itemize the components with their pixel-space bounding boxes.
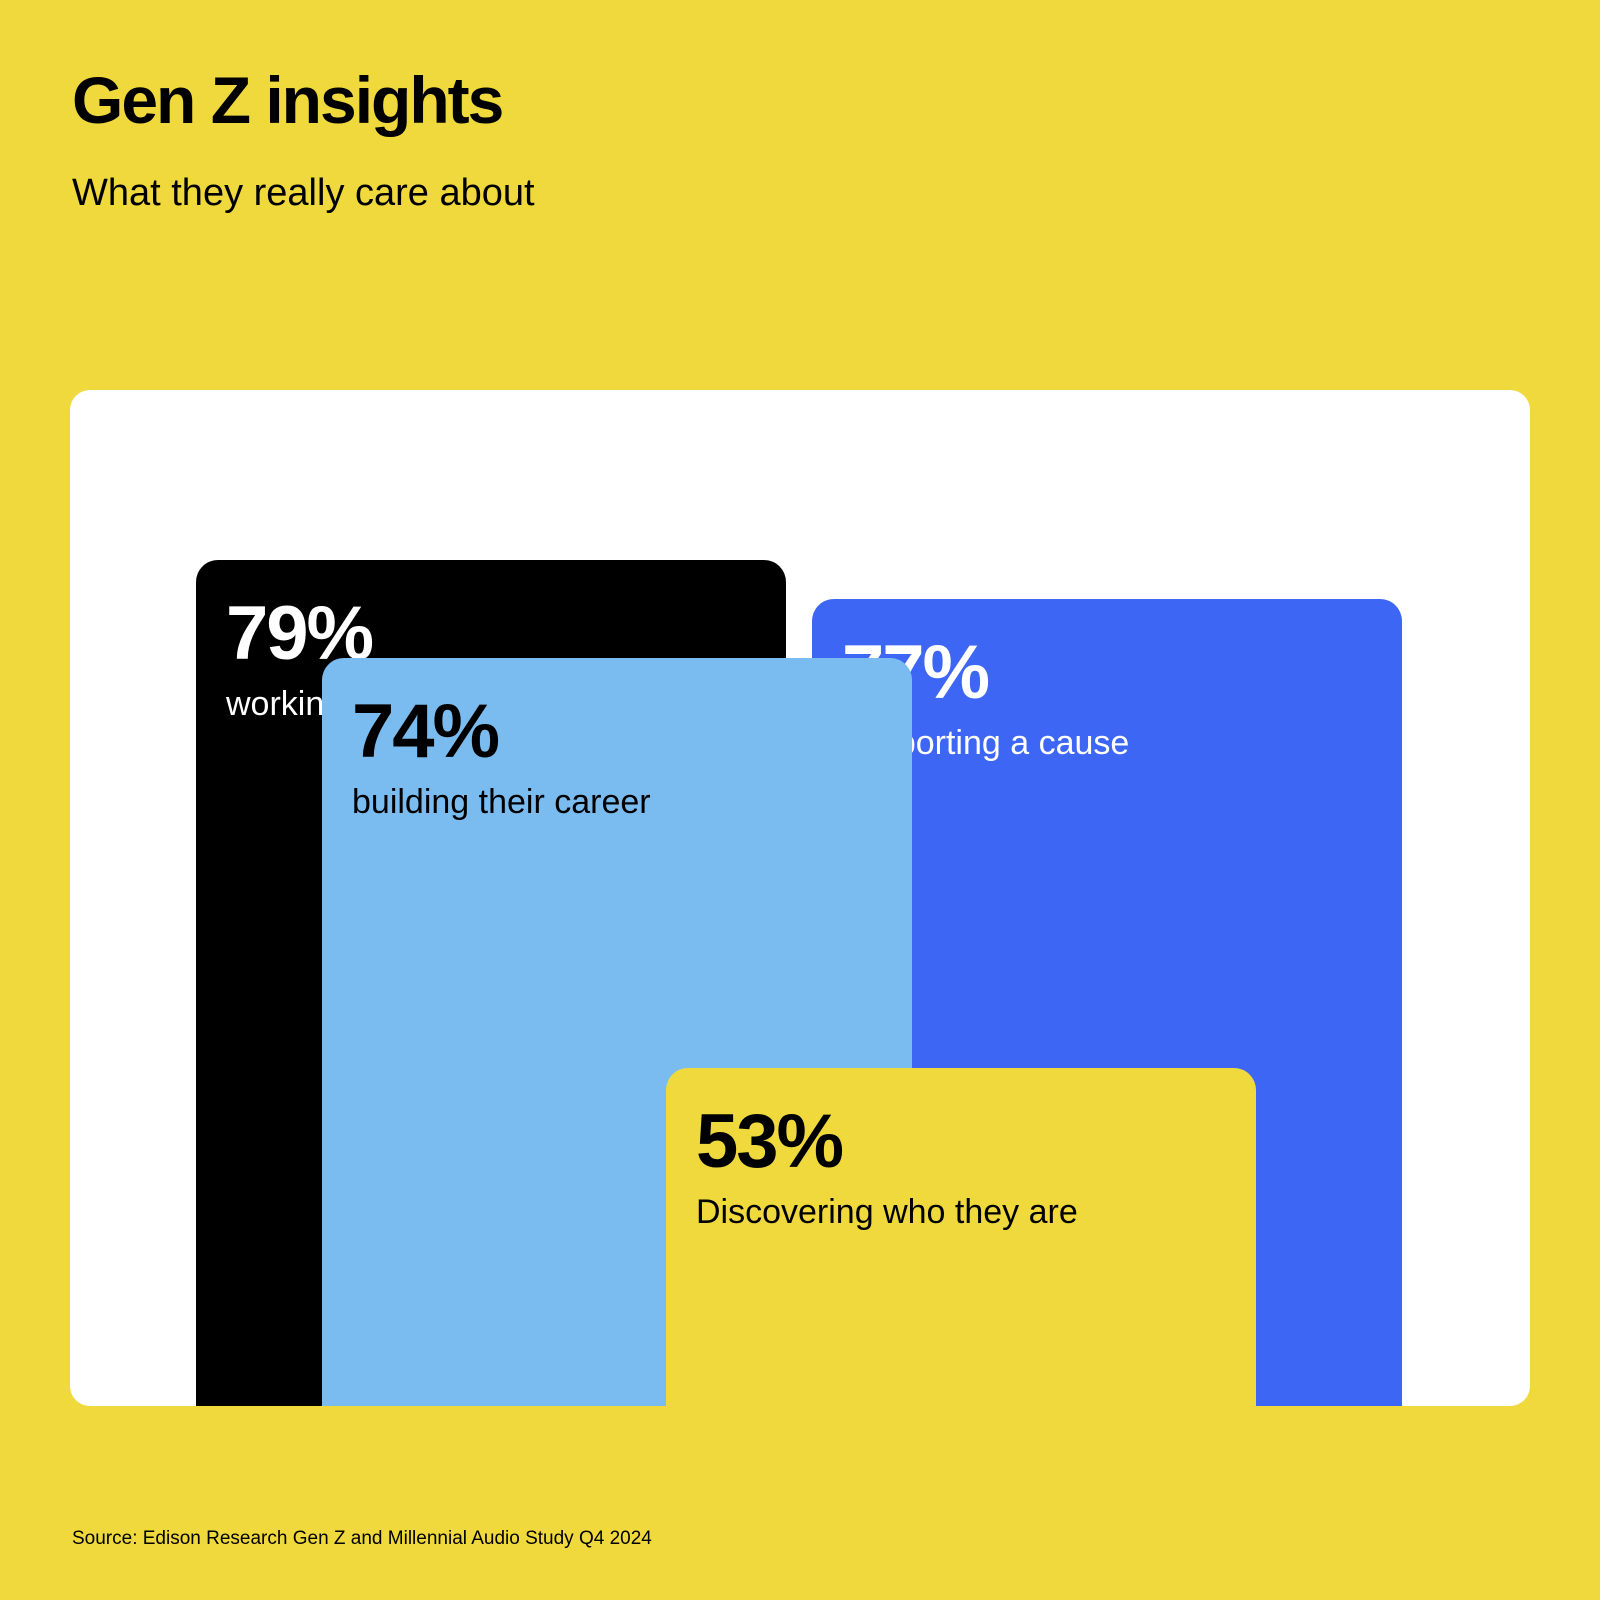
bar-value-label: 74% [352, 688, 500, 774]
bar-value-label: 77% [842, 630, 990, 716]
bar-category-label: Discovering who they are [696, 1193, 1078, 1231]
chart-title: Gen Z insights [72, 63, 504, 137]
bar-value-label: 53% [696, 1099, 844, 1184]
chart-subtitle: What they really care about [72, 172, 535, 214]
bar-category-label: building their career [352, 782, 651, 821]
bar-4: 53% Discovering who they are [666, 1068, 1256, 1406]
bar-category-label: supporting a cause [842, 724, 1130, 763]
source-note: Source: Edison Research Gen Z and Millen… [72, 1528, 652, 1549]
